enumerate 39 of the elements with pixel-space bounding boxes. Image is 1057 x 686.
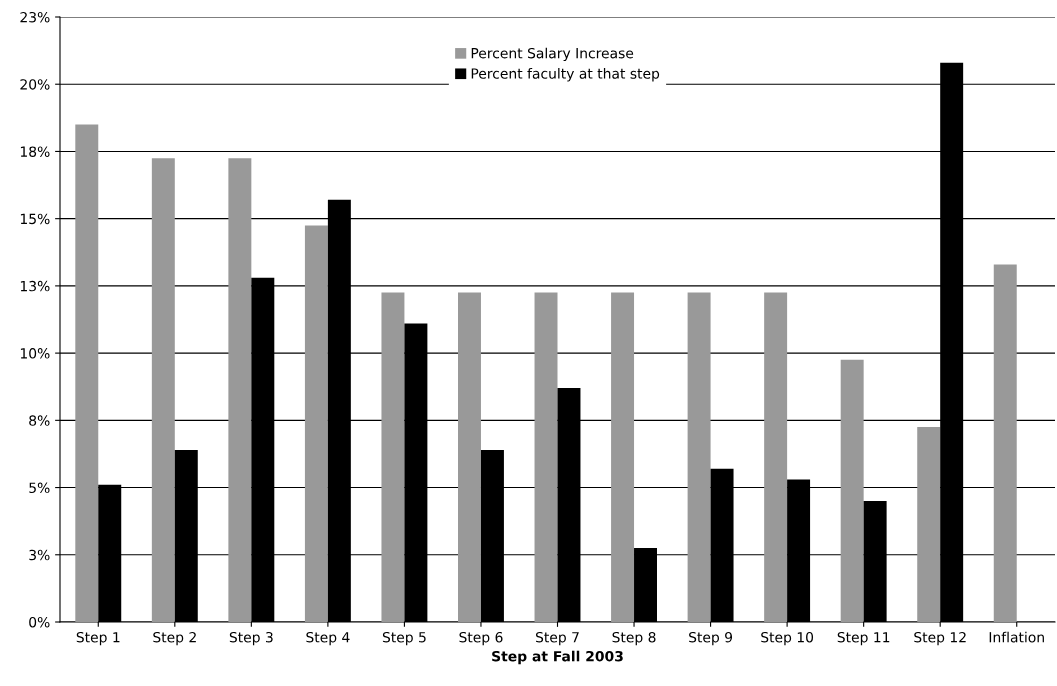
y-tick-label: 23% bbox=[20, 11, 50, 23]
x-tick-label: Step 8 bbox=[612, 631, 656, 646]
bar bbox=[304, 225, 328, 622]
y-tick-label: 5% bbox=[29, 482, 50, 494]
legend-label: Percent faculty at that step bbox=[471, 68, 660, 82]
x-tick-label: Step 11 bbox=[837, 631, 890, 646]
bar bbox=[458, 292, 481, 622]
x-tick-label: Step 1 bbox=[76, 631, 120, 646]
bar bbox=[687, 292, 711, 622]
x-tick-label: Inflation bbox=[989, 631, 1044, 643]
bar bbox=[917, 427, 941, 622]
y-tick-label: 0% bbox=[29, 616, 50, 628]
legend-label: Percent Salary Increase bbox=[471, 47, 634, 62]
x-tick-label: Step 4 bbox=[306, 631, 350, 646]
y-tick-label: 15% bbox=[20, 213, 50, 225]
bar bbox=[75, 124, 99, 622]
x-tick-label: Step 2 bbox=[153, 631, 196, 646]
x-axis-title: Step at Fall 2003 bbox=[492, 650, 623, 665]
bar bbox=[381, 292, 405, 622]
y-tick-label: 18% bbox=[20, 146, 50, 157]
bar bbox=[993, 264, 1017, 622]
x-tick-label: Step 12 bbox=[914, 631, 966, 646]
bar bbox=[764, 292, 788, 622]
bar bbox=[840, 359, 864, 622]
x-tick-label: Step 3 bbox=[229, 631, 273, 646]
bar bbox=[611, 292, 635, 622]
x-tick-label: Step 5 bbox=[382, 631, 426, 646]
y-tick-label: 3% bbox=[29, 549, 50, 561]
x-tick-label: Step 7 bbox=[535, 631, 579, 646]
x-tick-label: Step 6 bbox=[459, 631, 503, 646]
y-tick-label: 8% bbox=[29, 415, 50, 426]
y-tick-label: 13% bbox=[20, 280, 50, 292]
x-tick-label: Step 10 bbox=[761, 631, 814, 646]
bar bbox=[228, 158, 252, 622]
bar bbox=[534, 292, 558, 622]
y-tick-label: 10% bbox=[20, 348, 50, 359]
bar bbox=[151, 158, 175, 622]
y-tick-label: 20% bbox=[20, 79, 50, 90]
x-tick-label: Step 9 bbox=[689, 631, 733, 646]
